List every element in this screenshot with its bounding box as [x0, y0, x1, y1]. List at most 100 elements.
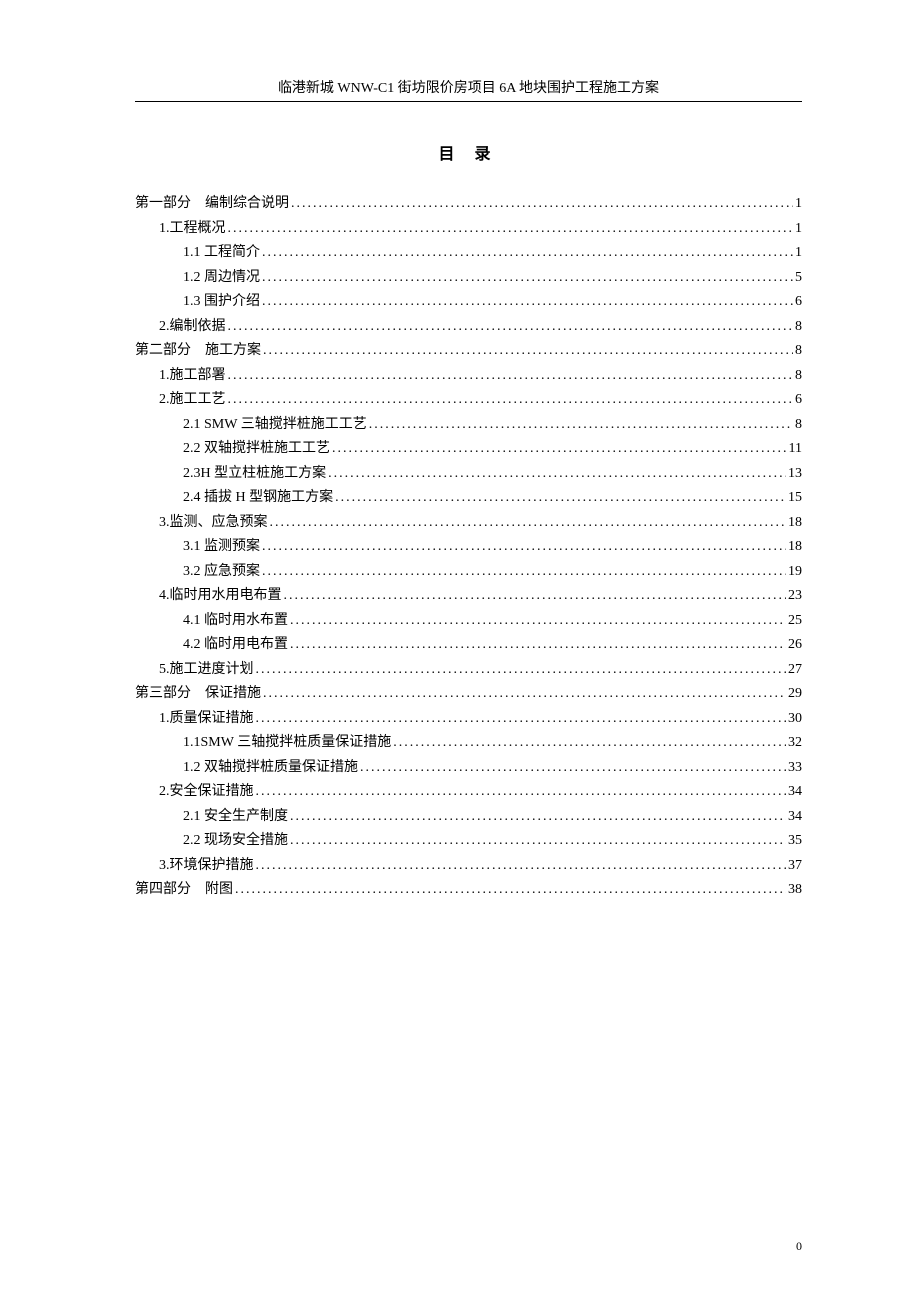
toc-entry: 第二部分 施工方案 8 — [135, 339, 802, 364]
toc-entry-page: 19 — [788, 560, 802, 585]
toc-entry-page: 34 — [788, 780, 802, 805]
toc-entry-label: 3.2 应急预案 — [183, 560, 260, 585]
toc-entry-label: 2.安全保证措施 — [159, 780, 254, 805]
toc-dots — [263, 682, 786, 707]
toc-entry: 1.工程概况 1 — [135, 217, 802, 242]
toc-entry-label: 2.2 现场安全措施 — [183, 829, 288, 854]
toc-entry-label: 2.1 安全生产制度 — [183, 805, 288, 830]
toc-entry-label: 1.1 工程简介 — [183, 241, 260, 266]
toc-dots — [256, 854, 787, 879]
toc-dots — [335, 486, 786, 511]
toc-entry: 2.1 SMW 三轴搅拌桩施工工艺8 — [135, 413, 802, 438]
toc-entry-page: 6 — [795, 290, 802, 315]
toc-entry-page: 1 — [795, 192, 802, 217]
toc-dots — [290, 633, 786, 658]
toc-dots — [290, 805, 786, 830]
toc-dots — [360, 756, 786, 781]
toc-entry: 3.1 监测预案 18 — [135, 535, 802, 560]
toc-entry-label: 2.编制依据 — [159, 315, 226, 340]
toc-entry-page: 11 — [789, 437, 802, 462]
toc-entry-page: 18 — [788, 535, 802, 560]
toc-title: 目 录 — [135, 140, 802, 164]
toc-entry: 2.4 插拔 H 型钢施工方案15 — [135, 486, 802, 511]
toc-dots — [256, 707, 787, 732]
toc-entry-label: 5.施工进度计划 — [159, 658, 254, 683]
toc-entry-label: 4.1 临时用水布置 — [183, 609, 288, 634]
toc-dots — [328, 462, 786, 487]
toc-dots — [290, 829, 786, 854]
toc-entry-page: 32 — [788, 731, 802, 756]
toc-entry: 1.2 双轴搅拌桩质量保证措施33 — [135, 756, 802, 781]
toc-entry-label: 4.2 临时用电布置 — [183, 633, 288, 658]
toc-entry-label: 1.2 双轴搅拌桩质量保证措施 — [183, 756, 358, 781]
toc-entry: 2.1 安全生产制度34 — [135, 805, 802, 830]
toc-entry: 1.1SMW 三轴搅拌桩质量保证措施 32 — [135, 731, 802, 756]
toc-entry-page: 6 — [795, 388, 802, 413]
toc-entry-label: 1.3 围护介绍 — [183, 290, 260, 315]
toc-entry: 3.环境保护措施37 — [135, 854, 802, 879]
toc-entry-label: 4.临时用水用电布置 — [159, 584, 282, 609]
toc-entry-label: 2.2 双轴搅拌桩施工工艺 — [183, 437, 330, 462]
toc-entry: 2.安全保证措施 34 — [135, 780, 802, 805]
toc-dots — [262, 560, 786, 585]
toc-dots — [262, 535, 786, 560]
toc-entry-label: 3.1 监测预案 — [183, 535, 260, 560]
toc-entry-label: 2.施工工艺 — [159, 388, 226, 413]
toc-dots — [332, 437, 787, 462]
toc-entry-label: 第三部分 保证措施 — [135, 682, 261, 707]
page-number: 0 — [796, 1239, 802, 1254]
toc-entry-page: 35 — [788, 829, 802, 854]
toc-entry-page: 27 — [788, 658, 802, 683]
toc-dots — [235, 878, 786, 903]
toc-entry: 2.编制依据 8 — [135, 315, 802, 340]
toc-entry-page: 8 — [795, 339, 802, 364]
toc-dots — [290, 609, 786, 634]
toc-entry-label: 2.3H 型立柱桩施工方案 — [183, 462, 326, 487]
toc-dots — [270, 511, 787, 536]
toc-entry-page: 8 — [795, 364, 802, 389]
toc-entry-page: 13 — [788, 462, 802, 487]
toc-dots — [228, 388, 794, 413]
toc-dots — [228, 315, 794, 340]
toc-entry-label: 1.1SMW 三轴搅拌桩质量保证措施 — [183, 731, 391, 756]
toc-entry: 4.临时用水用电布置 23 — [135, 584, 802, 609]
toc-entry: 4.2 临时用电布置 26 — [135, 633, 802, 658]
toc-entry-label: 1.质量保证措施 — [159, 707, 254, 732]
toc-dots — [262, 241, 793, 266]
toc-entry-label: 3.监测、应急预案 — [159, 511, 268, 536]
toc-entry-label: 第一部分 编制综合说明 — [135, 192, 289, 217]
toc-entry-page: 8 — [795, 315, 802, 340]
toc-dots — [263, 339, 793, 364]
toc-dots — [284, 584, 787, 609]
toc-entry: 1.3 围护介绍 6 — [135, 290, 802, 315]
toc-entry: 5.施工进度计划 27 — [135, 658, 802, 683]
toc-entry-label: 第二部分 施工方案 — [135, 339, 261, 364]
toc-entry-label: 2.1 SMW 三轴搅拌桩施工工艺 — [183, 413, 367, 438]
toc-entry-label: 2.4 插拔 H 型钢施工方案 — [183, 486, 333, 511]
toc-entry-page: 30 — [788, 707, 802, 732]
toc-entry: 2.2 双轴搅拌桩施工工艺 11 — [135, 437, 802, 462]
toc-entry: 第四部分 附图38 — [135, 878, 802, 903]
toc-entry-label: 1.2 周边情况 — [183, 266, 260, 291]
toc-entry-label: 第四部分 附图 — [135, 878, 233, 903]
toc-entry: 1.1 工程简介1 — [135, 241, 802, 266]
toc-entry: 2.2 现场安全措施 35 — [135, 829, 802, 854]
toc-entry-page: 5 — [795, 266, 802, 291]
toc-entry-page: 18 — [788, 511, 802, 536]
toc-entry-label: 1.工程概况 — [159, 217, 226, 242]
toc-entry-label: 3.环境保护措施 — [159, 854, 254, 879]
toc-dots — [262, 266, 793, 291]
toc-entry-page: 23 — [788, 584, 802, 609]
toc-entry: 1.质量保证措施 30 — [135, 707, 802, 732]
page-header: 临港新城 WNW-C1 街坊限价房项目 6A 地块围护工程施工方案 — [135, 77, 802, 102]
toc-entry: 2.3H 型立柱桩施工方案 13 — [135, 462, 802, 487]
toc-dots — [256, 658, 787, 683]
toc-entry-label: 1.施工部署 — [159, 364, 226, 389]
page-container: 临港新城 WNW-C1 街坊限价房项目 6A 地块围护工程施工方案 目 录 第一… — [0, 0, 920, 963]
toc-entry-page: 26 — [788, 633, 802, 658]
toc-entry: 4.1 临时用水布置25 — [135, 609, 802, 634]
toc-dots — [369, 413, 793, 438]
toc-entry-page: 1 — [795, 217, 802, 242]
toc-dots — [256, 780, 787, 805]
toc-entry-page: 29 — [788, 682, 802, 707]
